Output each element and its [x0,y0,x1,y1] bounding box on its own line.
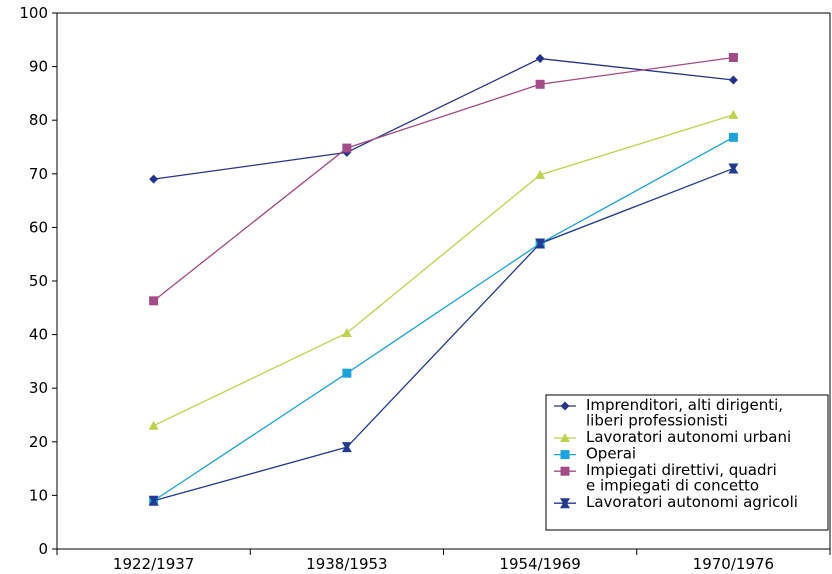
data-point [341,327,352,337]
data-point [148,495,159,506]
y-tick-label: 60 [29,218,48,236]
series-1 [149,54,738,184]
legend-marker [560,466,570,476]
legend-marker [560,498,570,509]
data-point [535,169,546,179]
data-point [342,143,352,153]
legend-entry: Imprenditori, alti dirigenti,liberi prof… [554,396,783,429]
legend-label: Imprenditori, alti dirigenti, [586,396,783,414]
series-layer [148,52,739,506]
x-tick-label: 1954/1969 [499,555,580,573]
series-2 [148,109,739,430]
series-line [153,114,734,427]
y-tick-label: 40 [29,326,48,344]
legend-label: Operai [586,445,636,463]
series-5 [148,163,739,506]
x-tick-label: 1970/1976 [693,555,774,573]
x-tick-label: 1922/1937 [113,555,194,573]
data-point [728,52,738,62]
legend-label: Impiegati direttivi, quadri [586,461,777,479]
y-tick-label: 100 [19,4,48,22]
data-point [148,420,159,430]
legend-entry: Lavoratori autonomi urbani [554,428,791,446]
data-point [149,174,159,184]
y-tick-label: 50 [29,272,48,290]
legend-label: Lavoratori autonomi agricoli [586,493,798,511]
y-tick-label: 80 [29,111,48,129]
data-point [728,75,738,85]
series-line [153,136,734,502]
data-point [728,109,739,119]
series-line [153,57,734,180]
x-tick-label: 1938/1953 [306,555,387,573]
data-point [728,132,738,142]
legend-entry: Operai [554,445,636,463]
y-tick-label: 0 [38,540,48,558]
data-point [728,163,739,174]
y-tick-label: 70 [29,165,48,183]
legend-marker [560,450,570,460]
data-point [535,238,546,249]
y-tick-label: 20 [29,433,48,451]
series-line [153,167,734,502]
y-tick-label: 90 [29,58,48,76]
data-point [341,442,352,453]
legend-marker [560,401,570,411]
legend-label: e impiegati di concetto [586,477,759,495]
axes: 0 10 20 30 40 50 60 70 80 90 100 1922/1937 1938/1953… [19,4,831,573]
data-point [535,79,545,89]
legend-marker [560,433,570,442]
y-tick-label: 10 [29,486,48,504]
legend-label: Lavoratori autonomi urbani [586,428,791,446]
data-point [149,296,159,306]
legend-box [545,394,829,531]
legend-label: liberi professionisti [586,411,728,429]
legend-entry: Lavoratori autonomi agricoli [554,493,798,511]
y-tick-label: 30 [29,379,48,397]
legend: Imprenditori, alti dirigenti,liberi prof… [545,394,829,531]
data-point [535,54,545,64]
series-line [153,56,734,302]
series-4 [149,52,738,306]
data-point [342,368,352,378]
